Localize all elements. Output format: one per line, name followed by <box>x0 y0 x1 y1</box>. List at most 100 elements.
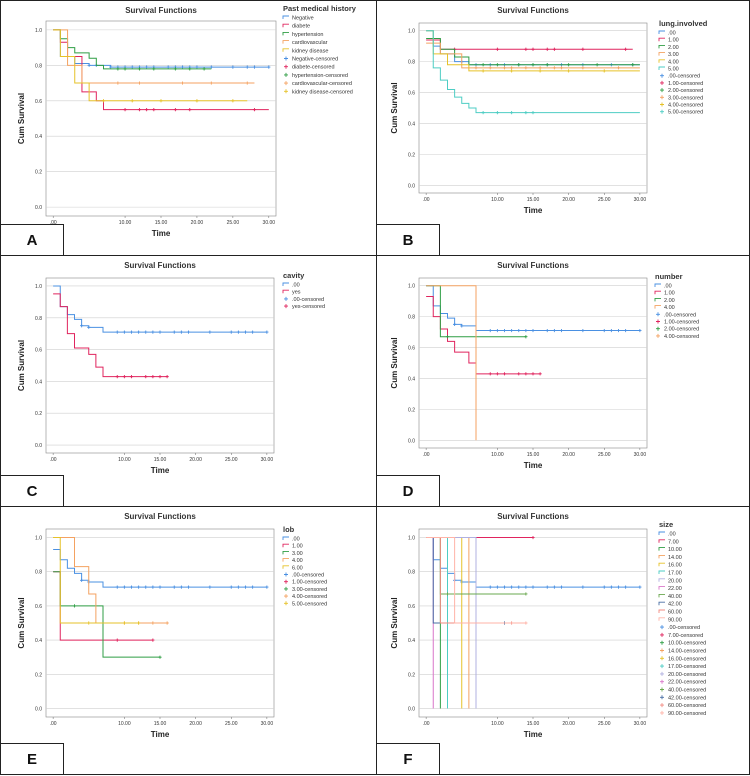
censored-marker <box>567 63 571 67</box>
censored-marker <box>165 375 169 379</box>
survival-line <box>426 285 640 332</box>
y-tick-label: 0.6 <box>35 604 42 610</box>
censored-marker <box>524 111 528 115</box>
legend-entry: cardiovascular-censored <box>292 81 352 87</box>
legend-entry: .00-censored <box>292 573 324 579</box>
legend-line-icon <box>658 30 665 34</box>
x-tick-label: 15.00 <box>527 197 540 203</box>
legend-line-icon <box>658 44 665 49</box>
x-tick-label: 15.00 <box>155 220 168 226</box>
legend-censor-icon <box>656 326 660 331</box>
censored-marker <box>188 108 192 112</box>
legend-title: Past medical history <box>283 4 357 13</box>
legend-entry: 14.00 <box>668 555 682 561</box>
censored-marker <box>123 67 127 71</box>
censored-marker <box>151 585 155 589</box>
censored-marker <box>531 111 535 115</box>
panel-b: Survival Functions 0.0 0.2 0.4 0.6 0.8 1.0.00 1… <box>376 0 750 256</box>
censored-marker <box>624 47 628 51</box>
x-axis-label: Time <box>524 730 543 739</box>
y-axis-label: Cum Survival <box>390 597 399 648</box>
censored-marker <box>538 69 542 73</box>
censored-marker <box>231 99 235 103</box>
y-tick-label: 1.0 <box>35 536 42 542</box>
censored-marker <box>567 69 571 73</box>
y-axis-label: Cum Survival <box>17 93 26 144</box>
y-tick-label: 0.8 <box>408 570 415 576</box>
legend-entry: 7.00 <box>668 539 679 545</box>
censored-marker <box>87 63 91 67</box>
legend-entry: 10.00 <box>668 547 682 553</box>
censored-marker <box>152 108 156 112</box>
censored-marker <box>186 330 191 334</box>
censored-marker <box>517 585 521 589</box>
y-tick-label: 0.6 <box>35 348 42 354</box>
legend-entry: 16.00-censored <box>668 656 706 662</box>
censored-marker <box>101 99 106 103</box>
legend-entry: 14.00-censored <box>668 649 706 655</box>
censored-marker <box>495 63 499 67</box>
censored-marker <box>229 330 233 334</box>
censored-marker <box>129 375 134 379</box>
x-tick-label: 15.00 <box>527 452 540 458</box>
censored-marker <box>616 66 621 70</box>
censored-marker <box>151 621 155 625</box>
legend-entry: .00-censored <box>664 312 696 318</box>
legend-entry: 2.00-censored <box>668 88 703 94</box>
survival-line <box>426 30 640 114</box>
censored-marker <box>251 585 255 589</box>
censored-marker <box>595 63 599 67</box>
x-axis-label: Time <box>152 229 171 238</box>
censored-marker <box>510 69 514 73</box>
panel-label: A <box>1 224 64 255</box>
chart-title: Survival Functions <box>497 261 569 270</box>
censored-marker <box>152 67 156 71</box>
censored-marker <box>72 604 77 608</box>
y-tick-label: 0.6 <box>408 346 415 352</box>
legend-line-icon <box>654 283 661 287</box>
censored-marker <box>510 66 514 70</box>
censored-marker <box>524 328 528 333</box>
censored-marker <box>145 108 149 112</box>
censored-marker <box>545 47 549 51</box>
legend-entry: cardiovascular <box>292 40 328 46</box>
legend-line-icon <box>658 562 665 567</box>
censored-marker <box>195 65 199 69</box>
legend-censor-icon <box>660 88 664 93</box>
legend-censor-icon <box>660 73 664 78</box>
legend-entry: Negative-censored <box>292 57 338 63</box>
censored-marker <box>151 330 155 334</box>
survival-line <box>426 296 541 375</box>
legend-censor-icon <box>660 625 664 630</box>
censored-marker <box>265 330 269 334</box>
censored-marker <box>517 372 521 376</box>
legend-entry: .00 <box>664 284 672 290</box>
legend-censor-icon <box>284 64 288 69</box>
y-tick-label: 1.0 <box>35 284 42 290</box>
censored-marker <box>130 65 134 69</box>
y-tick-label: 0.0 <box>35 706 42 712</box>
legend-entry: .00 <box>292 537 300 543</box>
legend-censor-icon <box>284 579 288 584</box>
panel-label: B <box>377 224 440 255</box>
y-tick-label: 0.4 <box>408 376 415 382</box>
y-tick-label: 0.2 <box>35 411 42 417</box>
legend-censor-icon <box>660 664 664 669</box>
legend-entry: 4.00 <box>292 558 303 564</box>
legend-entry: 40.00-censored <box>668 688 706 694</box>
legend-line-icon <box>658 59 665 63</box>
censored-marker <box>165 621 169 625</box>
censored-marker <box>122 585 126 589</box>
censored-marker <box>460 324 464 328</box>
legend-entry: 90.00 <box>668 617 682 623</box>
panel-d: Survival Functions 0.0 0.2 0.4 0.6 0.8 1.0.00 1… <box>376 255 750 507</box>
censored-marker <box>495 328 499 333</box>
censored-marker <box>559 66 564 70</box>
censored-marker <box>495 47 499 51</box>
censored-marker <box>552 47 556 51</box>
censored-marker <box>243 585 248 589</box>
censored-marker <box>180 65 185 69</box>
legend-entry: 2.00 <box>664 298 675 304</box>
censored-marker <box>510 111 514 115</box>
censored-marker <box>158 330 162 334</box>
